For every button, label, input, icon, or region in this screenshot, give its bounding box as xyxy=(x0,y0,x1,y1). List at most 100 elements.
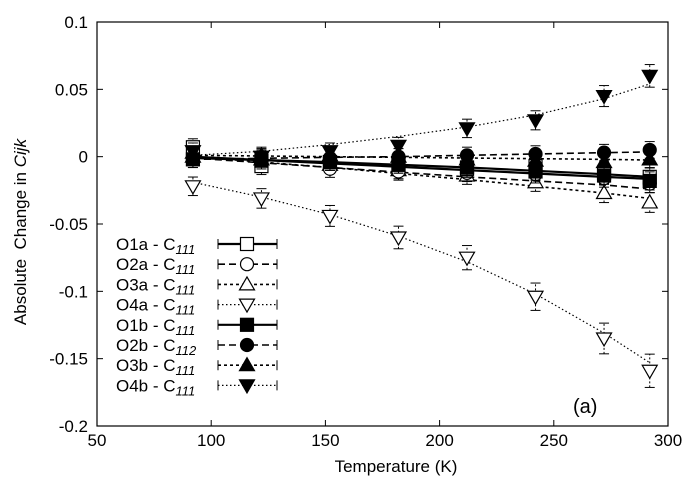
data-point-marker xyxy=(239,236,255,252)
legend-label-subscript: 111 xyxy=(176,383,196,398)
data-point-marker xyxy=(239,337,255,353)
plot-content xyxy=(184,64,659,388)
y-axis-title: Absolute Change in Cijk xyxy=(11,137,30,325)
series-4 xyxy=(184,176,659,388)
error-bar xyxy=(599,85,610,108)
legend-label-main: O3b - C xyxy=(116,356,176,375)
data-point-marker xyxy=(595,184,613,200)
legend-label: O1a - C111 xyxy=(116,235,195,257)
x-tick-label: 150 xyxy=(311,431,339,450)
legend-label: O4a - C111 xyxy=(116,296,195,318)
error-bar xyxy=(393,225,404,250)
data-point-marker xyxy=(642,173,657,189)
data-point-marker xyxy=(526,114,545,130)
data-point-marker xyxy=(184,180,202,195)
x-tick-label: 50 xyxy=(88,431,107,450)
y-tick-label: -0.15 xyxy=(49,350,88,369)
series-8 xyxy=(184,64,659,166)
x-tick-label: 300 xyxy=(654,431,682,450)
legend-label-subscript: 111 xyxy=(176,262,196,277)
legend-label-main: O1b - C xyxy=(116,316,176,335)
legend-label-subscript: 111 xyxy=(176,242,196,257)
legend-label: O2a - C111 xyxy=(116,255,195,277)
legend-label-subscript: 112 xyxy=(176,343,197,358)
data-point-marker xyxy=(389,231,408,247)
data-point-marker xyxy=(238,356,256,372)
y-tick-label: 0.1 xyxy=(64,13,88,32)
data-point-marker xyxy=(252,150,270,166)
data-point-marker xyxy=(641,150,659,166)
data-point-marker xyxy=(238,298,256,314)
y-tick-label: -0.1 xyxy=(59,282,88,301)
series-line xyxy=(192,83,650,156)
series-line xyxy=(192,181,651,364)
data-point-marker xyxy=(641,364,659,380)
data-point-marker xyxy=(458,251,476,267)
data-point-marker xyxy=(239,317,255,332)
y-tick-label: 0 xyxy=(79,148,88,167)
y-tick-label: -0.2 xyxy=(59,417,88,436)
data-point-marker xyxy=(528,164,543,179)
legend-label-main: O2a - C xyxy=(116,255,176,274)
legend-item: O3b - C111 xyxy=(116,356,278,378)
axes: 50 100 150 200 250 300 -0.2 -0.15 -0.1 -0.05 0 0.05… xyxy=(49,13,682,450)
data-point-marker xyxy=(239,257,255,272)
error-bar xyxy=(324,204,335,227)
panel-label: (a) xyxy=(573,396,597,418)
data-point-marker xyxy=(526,290,545,306)
data-point-marker xyxy=(321,209,339,225)
data-point-marker xyxy=(595,332,613,348)
legend-label-subscript: 111 xyxy=(176,323,196,338)
x-axis-title: Temperature (K) xyxy=(335,457,458,476)
legend-item: O3a - C111 xyxy=(116,275,278,297)
data-point-marker xyxy=(321,145,339,160)
x-tick-label: 100 xyxy=(197,431,225,450)
legend-label-main: O2b - C xyxy=(116,336,176,355)
series-line xyxy=(192,154,650,161)
legend-label: O1b - C111 xyxy=(116,316,195,338)
legend-item: O2b - C112 xyxy=(116,336,278,358)
series-line xyxy=(192,156,650,178)
data-point-marker xyxy=(641,193,659,209)
x-tick-label: 250 xyxy=(540,431,568,450)
series-line xyxy=(192,151,650,161)
data-point-marker xyxy=(596,168,612,183)
legend-label: O3b - C111 xyxy=(116,356,195,378)
data-point-marker xyxy=(595,89,613,105)
error-bar xyxy=(599,322,610,355)
data-point-marker xyxy=(389,139,408,155)
data-point-marker xyxy=(252,192,270,208)
legend-item: O4a - C111 xyxy=(116,296,278,318)
x-tick-label: 200 xyxy=(425,431,453,450)
y-tick-label: -0.05 xyxy=(49,215,88,234)
legend-label-subscript: 111 xyxy=(176,282,196,297)
data-point-marker xyxy=(238,379,256,395)
legend-label-main: O3a - C xyxy=(116,275,176,294)
data-point-marker xyxy=(391,157,406,172)
legend-item: O2a - C111 xyxy=(116,255,278,277)
legend-label-main: O4a - C xyxy=(116,296,176,315)
legend-label-main: O1a - C xyxy=(116,235,176,254)
data-point-marker xyxy=(641,69,659,85)
legend-item: O1a - C111 xyxy=(116,235,278,257)
legend-label: O3a - C111 xyxy=(116,275,195,297)
legend-item: O1b - C111 xyxy=(116,316,278,338)
data-point-marker xyxy=(458,122,476,138)
data-point-marker xyxy=(184,145,202,160)
legend-label: O2b - C112 xyxy=(116,336,197,358)
y-tick-label: 0.05 xyxy=(55,80,88,99)
y-axis-title-italic: Cijk xyxy=(11,137,30,167)
legend-label-subscript: 111 xyxy=(176,363,196,378)
y-axis-title-main: Absolute Change in xyxy=(11,167,30,325)
error-bar xyxy=(644,64,655,88)
data-point-marker xyxy=(459,160,475,175)
legend-background xyxy=(112,222,284,398)
series-line xyxy=(192,157,650,190)
data-point-marker xyxy=(238,275,256,291)
legend-label-subscript: 111 xyxy=(176,303,196,318)
legend-item: O4b - C111 xyxy=(116,376,278,398)
legend-label-main: O4b - C xyxy=(116,376,176,395)
legend-label: O4b - C111 xyxy=(116,376,195,398)
